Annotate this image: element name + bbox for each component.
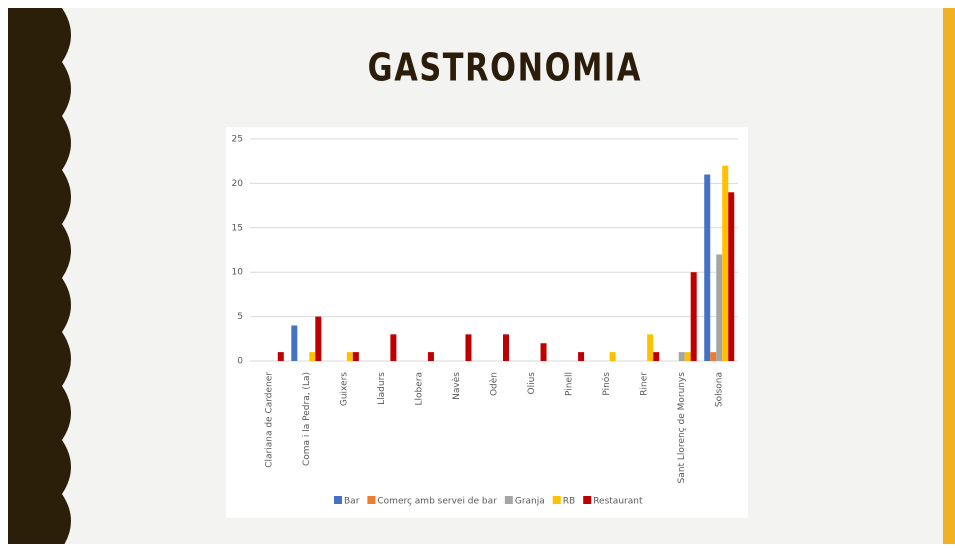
legend-label: Bar: [344, 497, 360, 507]
bar: [277, 352, 284, 361]
x-tick-label: Riner: [640, 372, 650, 396]
y-tick-label: 25: [232, 135, 243, 145]
x-tick-label: Navès: [451, 372, 462, 400]
chart-area: [226, 127, 748, 518]
x-tick-label: Pinell: [565, 372, 575, 396]
legend-swatch: [367, 496, 376, 504]
legend-swatch: [552, 496, 561, 504]
bar: [427, 352, 434, 361]
x-tick-label: Sant Llorenç de Morunys: [677, 372, 687, 484]
x-tick-label: Clariana de Cardener: [264, 372, 274, 468]
x-tick-label: Guixers: [339, 372, 349, 406]
bar: [728, 192, 735, 361]
x-tick-label: Odèn: [489, 372, 500, 396]
right-accent: [943, 8, 955, 544]
bar: [710, 352, 717, 361]
slide-title: GASTRONOMIA: [368, 46, 642, 90]
legend-label: Comerç amb servei de bar: [377, 497, 497, 507]
x-tick-label: Lladurs: [377, 372, 387, 405]
bar: [609, 352, 616, 361]
y-tick-label: 5: [237, 312, 243, 322]
legend-swatch: [334, 496, 342, 504]
bar: [291, 325, 298, 361]
x-tick-label: Solsona: [715, 372, 725, 407]
bar: [716, 254, 723, 361]
y-tick-label: 10: [232, 268, 244, 278]
y-tick-label: 0: [237, 357, 243, 367]
bar: [309, 352, 316, 361]
bar: [465, 334, 472, 361]
bar: [704, 174, 711, 361]
y-tick-label: 15: [232, 223, 243, 233]
bar: [684, 352, 691, 361]
y-tick-label: 20: [232, 179, 244, 189]
bar: [722, 165, 729, 361]
bar: [540, 343, 547, 361]
bar: [346, 352, 353, 361]
legend-swatch: [583, 496, 592, 504]
bar: [390, 334, 397, 361]
legend-label: Restaurant: [593, 497, 643, 507]
legend-swatch: [504, 496, 513, 504]
x-tick-label: Olius: [527, 372, 537, 395]
bar: [503, 334, 509, 361]
bar: [352, 352, 359, 361]
wavy-border: [8, 8, 71, 548]
bar: [647, 334, 654, 361]
bar: [653, 352, 660, 361]
bar: [315, 316, 322, 361]
bar: [690, 272, 697, 361]
x-tick-label: Pinós: [601, 372, 612, 396]
bar: [578, 352, 585, 361]
x-tick-label: Llobera: [414, 372, 424, 406]
legend-label: RB: [563, 497, 575, 507]
legend-label: Granja: [515, 497, 545, 507]
bar: [678, 352, 685, 361]
x-tick-label: Coma i la Pedra, (La): [302, 372, 312, 466]
